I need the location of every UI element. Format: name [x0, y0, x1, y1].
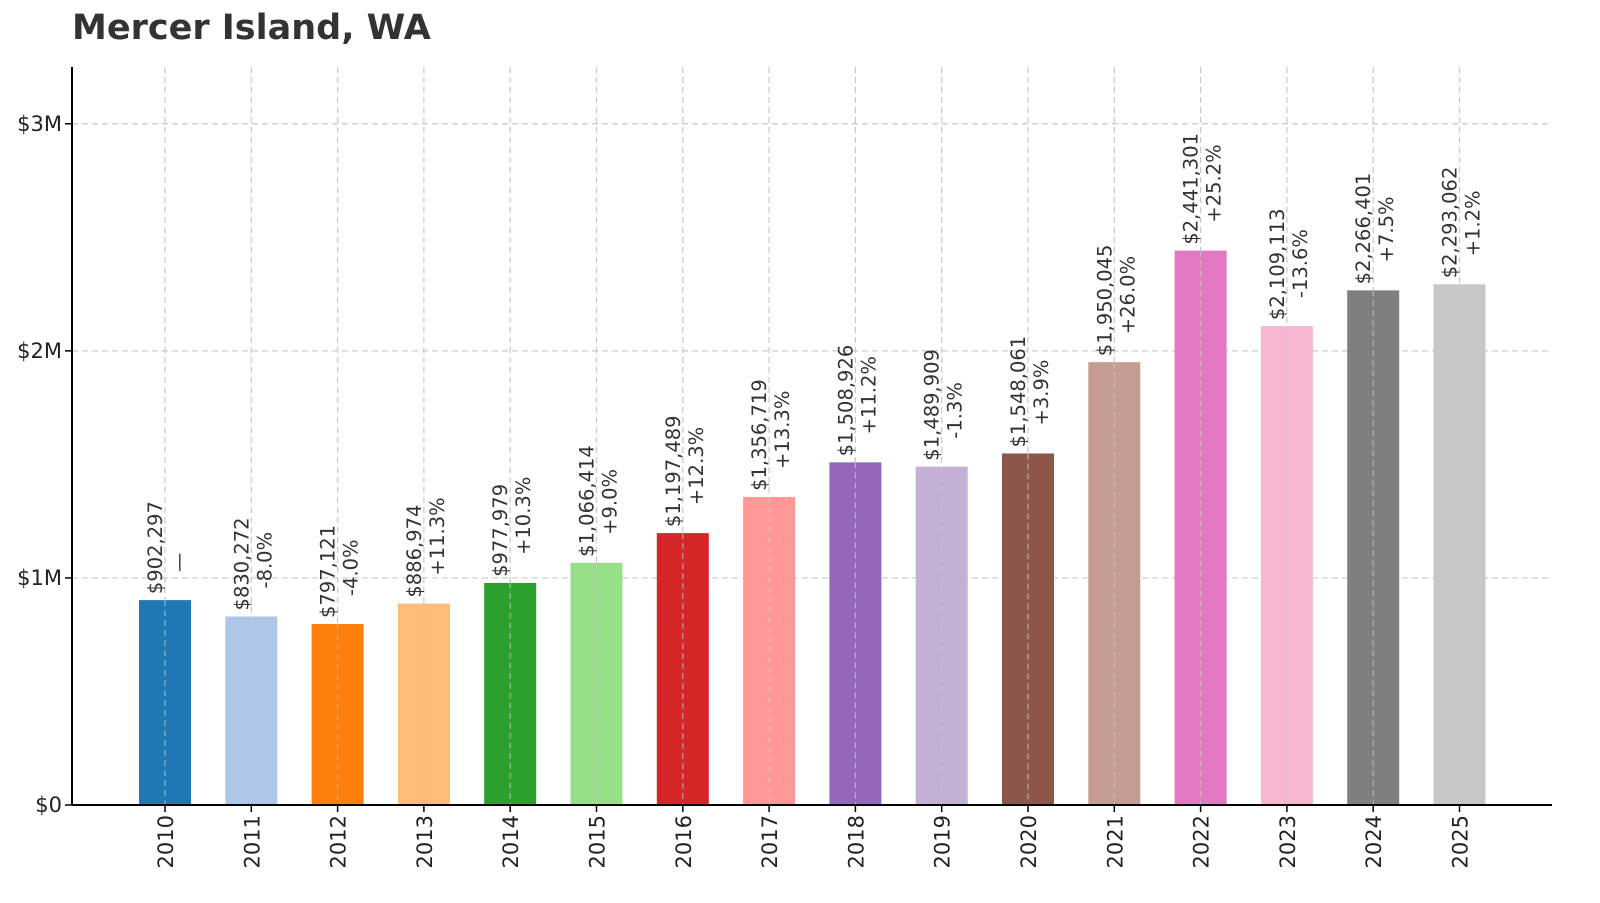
change-label: +13.3% [771, 391, 794, 469]
x-tick-label: 2017 [758, 815, 782, 868]
value-label: $1,508,926 [834, 345, 857, 457]
value-label: $2,109,113 [1266, 208, 1289, 320]
x-tick-label: 2022 [1190, 815, 1214, 868]
change-label: — [167, 553, 190, 573]
x-tick-label: 2010 [154, 815, 178, 868]
x-tick-label: 2023 [1276, 815, 1300, 868]
value-label: $886,974 [403, 505, 426, 598]
y-tick-label: $2M [17, 339, 62, 363]
change-label: +12.3% [685, 427, 708, 505]
change-label: -13.6% [1289, 229, 1312, 298]
change-label: +11.3% [426, 497, 449, 575]
x-tick-label: 2019 [931, 815, 955, 868]
value-label: $830,272 [230, 517, 253, 610]
change-label: +1.2% [1462, 190, 1485, 256]
x-tick-label: 2016 [672, 815, 696, 868]
change-label: -4.0% [340, 539, 363, 596]
x-tick-label: 2021 [1103, 815, 1127, 868]
value-label: $1,950,045 [1093, 245, 1116, 357]
chart-title: Mercer Island, WA [72, 8, 431, 48]
change-label: +10.3% [512, 477, 535, 555]
change-label: +26.0% [1116, 256, 1139, 334]
value-label: $2,266,401 [1352, 173, 1375, 285]
x-tick-label: 2012 [327, 815, 351, 868]
change-label: +3.9% [1030, 360, 1053, 426]
x-tick-label: 2020 [1017, 815, 1041, 868]
value-label: $977,979 [489, 484, 512, 577]
change-label: +9.0% [599, 469, 622, 535]
x-tick-label: 2024 [1362, 815, 1386, 868]
x-tick-label: 2011 [240, 815, 264, 868]
value-label: $1,548,061 [1007, 336, 1030, 448]
change-label: +7.5% [1375, 196, 1398, 262]
value-label: $2,293,062 [1439, 167, 1462, 279]
x-tick-label: 2015 [586, 815, 610, 868]
x-tick-label: 2025 [1449, 815, 1473, 868]
change-label: +11.2% [857, 356, 880, 434]
value-label: $1,489,909 [921, 349, 944, 461]
y-tick-label: $1M [17, 566, 62, 590]
x-tick-label: 2018 [844, 815, 868, 868]
change-label: -8.0% [253, 532, 276, 589]
x-tick-label: 2014 [499, 815, 523, 868]
bar [1260, 326, 1313, 805]
change-label: -1.3% [944, 382, 967, 439]
value-label: $797,121 [317, 525, 340, 618]
value-label: $1,197,489 [662, 415, 685, 527]
y-tick-label: $0 [35, 793, 62, 817]
value-label: $902,297 [144, 501, 167, 594]
value-label: $1,356,719 [748, 379, 771, 491]
value-label: $2,441,301 [1180, 133, 1203, 245]
x-tick-label: 2013 [413, 815, 437, 868]
change-label: +25.2% [1203, 144, 1226, 222]
y-tick-label: $3M [17, 112, 62, 136]
bar [1347, 290, 1400, 805]
value-label: $1,066,414 [576, 445, 599, 557]
